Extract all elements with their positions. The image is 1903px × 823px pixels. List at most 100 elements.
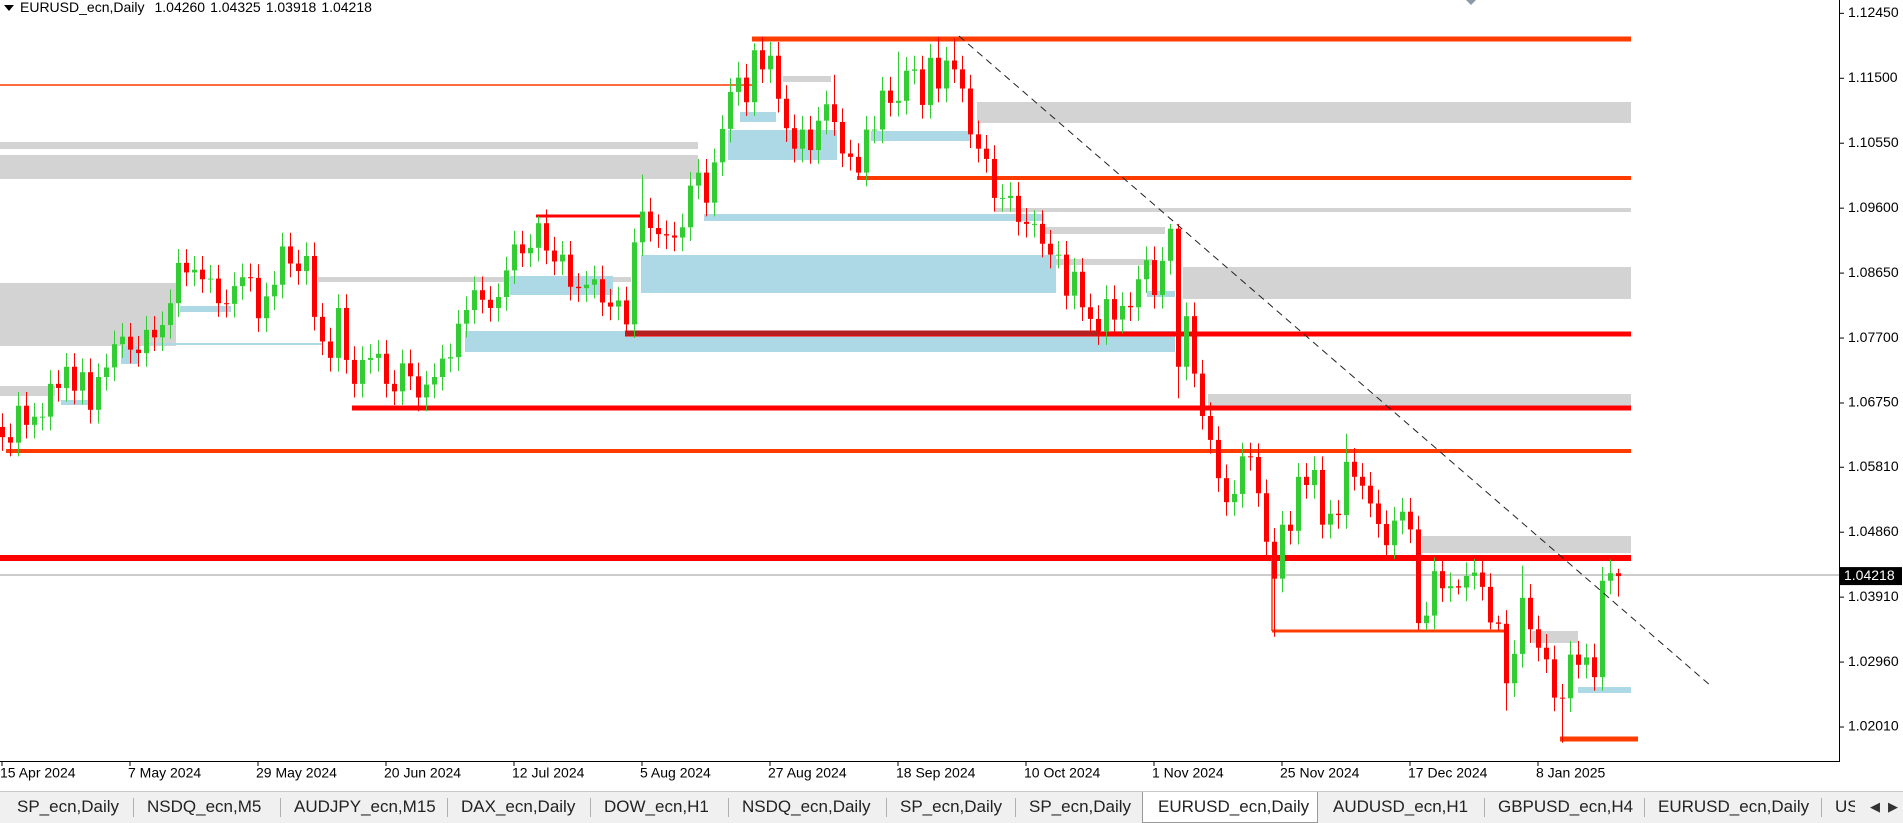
candle-body — [224, 303, 229, 305]
candle-body — [1584, 657, 1589, 665]
tab[interactable]: NSDQ_ecn,Daily — [742, 797, 871, 816]
y-tick-label: 1.11500 — [1848, 69, 1898, 85]
symbol: EURUSD_ecn,Daily — [20, 0, 144, 15]
candle-body — [696, 172, 701, 186]
candle-body — [312, 256, 317, 317]
candle-body — [176, 262, 181, 304]
price-tag-label: 1.04218 — [1844, 567, 1895, 583]
candle-body — [1496, 622, 1501, 624]
gray-zones — [0, 76, 1631, 643]
candle-body — [760, 50, 765, 70]
candle-body — [1528, 597, 1533, 630]
candle-body — [1552, 659, 1557, 698]
tab[interactable]: EURUSD_ecn,Daily — [1158, 797, 1310, 816]
candle-body — [592, 279, 597, 285]
tab-separator — [728, 798, 729, 817]
close-label: 1.04218 — [321, 0, 372, 15]
tab[interactable]: SP_ecn,Daily — [1029, 797, 1132, 816]
candle-body — [1288, 524, 1293, 531]
candle-body — [1384, 523, 1389, 546]
candle-body — [192, 269, 197, 273]
tab[interactable]: AUDUSD_ecn,H1 — [1333, 797, 1469, 816]
tab[interactable]: SP_ecn,Daily — [17, 797, 120, 816]
candle-body — [1296, 476, 1301, 531]
candle-body — [376, 353, 381, 358]
candle-body — [568, 254, 573, 287]
candle-body — [752, 50, 757, 103]
candle-body — [32, 416, 37, 425]
candle-body — [304, 256, 309, 272]
candle-body — [248, 277, 253, 279]
tab[interactable]: NSDQ_ecn,M5 — [147, 797, 262, 816]
candle-body — [1152, 260, 1157, 295]
candle-body — [272, 284, 277, 297]
x-tick-label: 1 Nov 2024 — [1152, 765, 1224, 781]
candle-body — [1040, 223, 1045, 244]
candle-body — [1456, 586, 1461, 588]
candle-body — [496, 297, 501, 308]
candle-body — [1224, 478, 1229, 503]
tab[interactable]: EURUSD_ecn,Daily — [1658, 797, 1810, 816]
open-label: 1.04260 — [154, 0, 205, 15]
tab[interactable]: DOW_ecn,H1 — [604, 797, 709, 816]
price-tag — [1840, 567, 1902, 586]
candle-body — [1112, 299, 1117, 320]
candle-body — [488, 299, 493, 308]
tab[interactable]: SP_ecn,Daily — [900, 797, 1003, 816]
candle-body — [216, 278, 221, 304]
candle-body — [520, 244, 525, 254]
candle-body — [1264, 493, 1269, 542]
collapse-icon[interactable] — [4, 5, 14, 11]
candle-body — [1424, 615, 1429, 624]
candle-body — [1440, 571, 1445, 589]
tab[interactable]: GBPUSD_ecn,H4 — [1498, 797, 1634, 816]
candle-body — [1000, 197, 1005, 199]
tab[interactable]: DAX_ecn,Daily — [461, 797, 576, 816]
candle-body — [336, 307, 341, 358]
candle-body — [408, 363, 413, 377]
scroll-right[interactable]: ▶ — [1888, 799, 1898, 814]
candle-body — [1616, 573, 1621, 577]
candle-body — [1344, 461, 1349, 516]
candle-body — [80, 372, 85, 391]
candle-body — [1368, 485, 1373, 504]
tab[interactable]: AUDJPY_ecn,M15 — [294, 797, 436, 816]
candle-body — [240, 277, 245, 287]
candle-body — [448, 357, 453, 359]
candle-body — [1376, 503, 1381, 524]
candle-body — [608, 302, 613, 307]
tab-bar: SP_ecn,Daily NSDQ_ecn,M5 AUDJPY_ecn,M15 DAX… — [0, 791, 1903, 823]
x-tick-label: 29 May 2024 — [256, 765, 337, 781]
levels — [0, 36, 1638, 742]
candle-body — [1008, 195, 1013, 198]
candle-body — [1232, 493, 1237, 503]
candle-body — [616, 300, 621, 307]
candle-body — [1064, 254, 1069, 296]
candle-body — [200, 269, 205, 280]
candle-body — [1536, 629, 1541, 648]
candle-body — [1256, 456, 1261, 494]
candle-body — [40, 416, 45, 418]
candle-body — [1120, 305, 1125, 320]
candle-body — [256, 277, 261, 319]
y-tick-label: 1.04860 — [1848, 523, 1899, 539]
candle-body — [840, 122, 845, 154]
scroll-left[interactable]: ◀ — [1870, 799, 1880, 814]
candle-body — [1336, 513, 1341, 516]
candle-body — [1024, 221, 1029, 224]
candle-body — [552, 250, 557, 262]
candle-body — [832, 104, 837, 123]
candle-body — [112, 344, 117, 368]
candle-body — [280, 246, 285, 285]
tab-separator — [590, 798, 591, 817]
x-tick-label: 12 Jul 2024 — [512, 765, 585, 781]
candle-body — [744, 77, 749, 103]
candle-body — [864, 129, 869, 173]
candle-body — [288, 246, 293, 264]
candle-body — [472, 290, 477, 311]
candle-body — [0, 426, 5, 438]
x-tick-label: 7 May 2024 — [128, 765, 201, 781]
candle-body — [1352, 461, 1357, 477]
tab[interactable]: USD — [1835, 797, 1855, 816]
candle-body — [960, 69, 965, 89]
